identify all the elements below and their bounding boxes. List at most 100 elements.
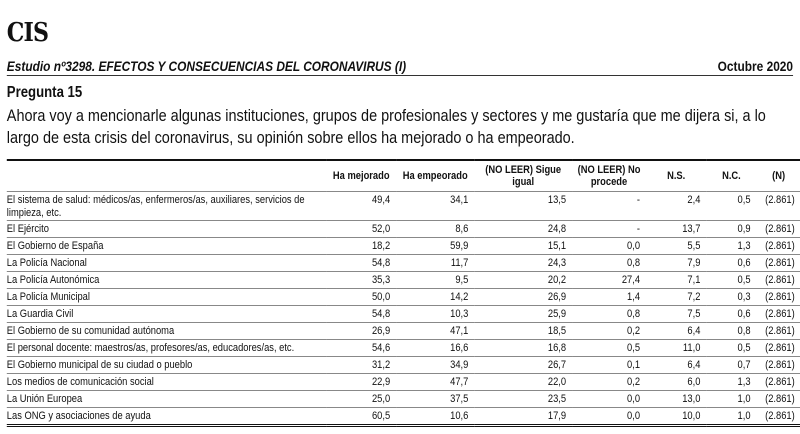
cell-value: 26,9 bbox=[474, 288, 573, 306]
cell-value: 23,5 bbox=[474, 390, 573, 408]
cell-value: 0,9 bbox=[706, 220, 757, 238]
cell-value: 54,8 bbox=[326, 305, 397, 323]
cell-value: 14,2 bbox=[396, 288, 475, 306]
cell-value: 11,0 bbox=[646, 339, 707, 357]
cell-value: 24,3 bbox=[474, 254, 573, 272]
cell-value: (2.861) bbox=[756, 356, 800, 374]
cell-value: 0,0 bbox=[572, 390, 646, 408]
row-label: El Gobierno de España bbox=[6, 237, 327, 255]
question-label: Pregunta 15 bbox=[6, 84, 83, 101]
cell-value: 9,5 bbox=[396, 271, 475, 289]
cell-value: 8,6 bbox=[396, 220, 475, 238]
cell-value: (2.861) bbox=[756, 191, 800, 221]
cell-value: 18,2 bbox=[326, 237, 397, 255]
cell-value: 1,4 bbox=[572, 288, 646, 306]
cell-value: 0,6 bbox=[706, 305, 757, 323]
row-label: El Gobierno municipal de su ciudad o pue… bbox=[6, 356, 327, 374]
cell-value: 20,2 bbox=[474, 271, 573, 289]
cell-value: 50,0 bbox=[326, 288, 397, 306]
table-row: El Gobierno de su comunidad autónoma 26,9… bbox=[6, 322, 800, 340]
column-header: Ha mejorado bbox=[326, 160, 397, 192]
cell-value: 60,5 bbox=[326, 407, 397, 427]
cell-value: 13,7 bbox=[646, 220, 707, 238]
cell-value: 0,0 bbox=[572, 237, 646, 255]
cell-value: 1,0 bbox=[706, 407, 757, 427]
cell-value: 34,9 bbox=[396, 356, 475, 374]
cell-value: 1,3 bbox=[706, 373, 757, 391]
cell-value: (2.861) bbox=[756, 254, 800, 272]
cell-value: 26,7 bbox=[474, 356, 573, 374]
row-label: La Unión Europea bbox=[6, 390, 327, 408]
row-label: Las ONG y asociaciones de ayuda bbox=[6, 407, 327, 427]
cell-value: 0,8 bbox=[706, 322, 757, 340]
cell-value: 10,6 bbox=[396, 407, 475, 427]
column-header: (N) bbox=[756, 160, 800, 192]
table-row: Los medios de comunicación social 22,9 47,… bbox=[6, 373, 800, 391]
cell-value: 59,9 bbox=[396, 237, 475, 255]
cell-value: 6,0 bbox=[646, 373, 707, 391]
table-row: El Gobierno municipal de su ciudad o pue… bbox=[6, 356, 800, 374]
cis-logo: CIS bbox=[6, 18, 49, 48]
row-label: La Guardia Civil bbox=[6, 305, 327, 323]
cell-value: 18,5 bbox=[474, 322, 573, 340]
table-row: El Gobierno de España 18,2 59,9 15,1 0,0 5,5 1… bbox=[6, 237, 800, 255]
cell-value: 16,6 bbox=[396, 339, 475, 357]
row-label: La Policía Autonómica bbox=[6, 271, 327, 289]
cell-value: 0,0 bbox=[572, 407, 646, 427]
cell-value: 0,1 bbox=[572, 356, 646, 374]
cell-value: 0,7 bbox=[706, 356, 757, 374]
cell-value: 26,9 bbox=[326, 322, 397, 340]
cell-value: 7,9 bbox=[646, 254, 707, 272]
cell-value: 27,4 bbox=[572, 271, 646, 289]
cell-value: (2.861) bbox=[756, 407, 800, 427]
cell-value: 0,8 bbox=[572, 305, 646, 323]
cell-value: 0,5 bbox=[706, 191, 757, 221]
cell-value: - bbox=[572, 220, 646, 238]
cell-value: 54,8 bbox=[326, 254, 397, 272]
column-header: N.S. bbox=[646, 160, 707, 192]
cell-value: 25,9 bbox=[474, 305, 573, 323]
cell-value: (2.861) bbox=[756, 339, 800, 357]
cell-value: 6,4 bbox=[646, 322, 707, 340]
study-title: Estudio nº3298. EFECTOS Y CONSECUENCIAS … bbox=[6, 58, 407, 74]
table-row: La Unión Europea 25,0 37,5 23,5 0,0 13,0 1,0 (2… bbox=[6, 390, 800, 408]
table-row: La Policía Municipal 50,0 14,2 26,9 1,4 7,2 0,… bbox=[6, 288, 800, 306]
table-row: El personal docente: maestros/as, profes… bbox=[6, 339, 800, 357]
column-header: (NO LEER) Sigue igual bbox=[474, 160, 573, 192]
study-date: Octubre 2020 bbox=[717, 58, 794, 74]
cell-value: 15,1 bbox=[474, 237, 573, 255]
cell-value: 47,7 bbox=[396, 373, 475, 391]
cell-value: 31,2 bbox=[326, 356, 397, 374]
cell-value: 7,5 bbox=[646, 305, 707, 323]
cell-value: 6,4 bbox=[646, 356, 707, 374]
column-header bbox=[6, 160, 327, 192]
cell-value: 0,2 bbox=[572, 322, 646, 340]
cell-value: 22,0 bbox=[474, 373, 573, 391]
cell-value: (2.861) bbox=[756, 322, 800, 340]
table-row: Las ONG y asociaciones de ayuda 60,5 10,6 1… bbox=[6, 407, 800, 427]
table-row: El sistema de salud: médicos/as, enferme… bbox=[6, 191, 800, 221]
row-label: El Gobierno de su comunidad autónoma bbox=[6, 322, 327, 340]
cell-value: 0,8 bbox=[572, 254, 646, 272]
cell-value: 54,6 bbox=[326, 339, 397, 357]
cell-value: (2.861) bbox=[756, 237, 800, 255]
cell-value: (2.861) bbox=[756, 390, 800, 408]
table-row: El Ejército 52,0 8,6 24,8-13,7 0,9 (2.861) bbox=[6, 220, 800, 238]
cell-value: (2.861) bbox=[756, 220, 800, 238]
cell-value: 7,1 bbox=[646, 271, 707, 289]
cell-value: 13,0 bbox=[646, 390, 707, 408]
cell-value: 24,8 bbox=[474, 220, 573, 238]
cell-value: 0,5 bbox=[706, 339, 757, 357]
cell-value: 0,6 bbox=[706, 254, 757, 272]
cell-value: 25,0 bbox=[326, 390, 397, 408]
cell-value: (2.861) bbox=[756, 271, 800, 289]
cell-value: 35,3 bbox=[326, 271, 397, 289]
column-header: Ha empeorado bbox=[396, 160, 475, 192]
cell-value: 0,3 bbox=[706, 288, 757, 306]
cell-value: 37,5 bbox=[396, 390, 475, 408]
cell-value: 7,2 bbox=[646, 288, 707, 306]
cell-value: 0,5 bbox=[706, 271, 757, 289]
cell-value: 52,0 bbox=[326, 220, 397, 238]
cell-value: 49,4 bbox=[326, 191, 397, 221]
cell-value: 16,8 bbox=[474, 339, 573, 357]
